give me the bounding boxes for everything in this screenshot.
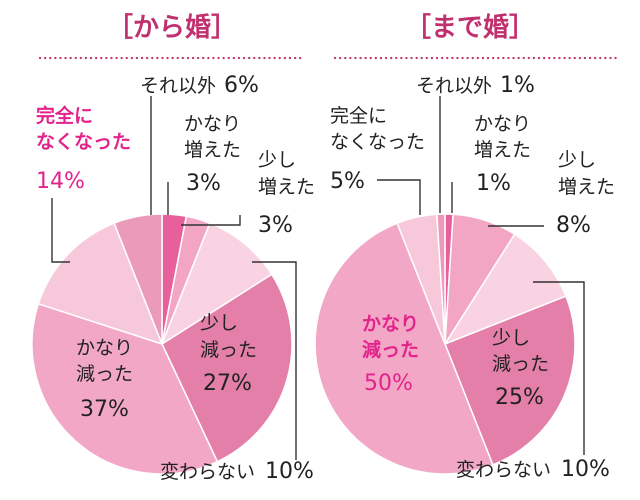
left-label-big-down-line2: 減った xyxy=(76,363,133,385)
right-label-big-down-line1: かなり xyxy=(362,313,419,335)
right-leader-same xyxy=(533,281,585,455)
right-label-small-up-pct: 8% xyxy=(556,213,591,238)
right-label-same: 変わらない 10% xyxy=(456,457,610,482)
left-leader-small-up xyxy=(181,215,241,226)
left-label-gone-line1: 完全に xyxy=(36,104,93,127)
right-label-small-down-pct: 25% xyxy=(495,385,544,410)
right-label-big-up-line1: かなり xyxy=(474,113,531,135)
left-label-other: それ以外 6% xyxy=(140,73,259,98)
left-pie-slice-6 xyxy=(113,213,163,345)
left-label-big-down-line1: かなり xyxy=(76,337,133,359)
left-label-small-up-pct: 3% xyxy=(258,213,293,238)
left-label-small-down-line1: 少し xyxy=(200,312,238,334)
right-label-big-down-line2: 減った xyxy=(362,338,419,361)
left-label-big-up-line1: かなり xyxy=(184,113,241,135)
right-label-small-up-line2: 増えた xyxy=(558,176,615,198)
left-pie-slice-4 xyxy=(31,302,219,475)
left-label-small-down-line2: 減った xyxy=(200,339,257,361)
right-pie xyxy=(314,213,576,475)
left-leader-same xyxy=(252,261,297,460)
right-pie-slice-6 xyxy=(436,213,446,345)
right-label-small-down-line1: 少し xyxy=(492,327,530,349)
right-chart-title: ［まで婚］ xyxy=(405,13,535,43)
left-chart-title: ［から婚］ xyxy=(107,13,237,43)
left-label-same: 変わらない 10% xyxy=(160,459,314,484)
left-pie xyxy=(31,213,293,475)
left-label-big-down-pct: 37% xyxy=(80,397,129,422)
right-label-big-up-line2: 増えた xyxy=(474,139,531,161)
left-pie-slice-5 xyxy=(37,222,164,346)
left-leader-gone xyxy=(51,198,70,263)
left-label-small-up-line1: 少し xyxy=(258,149,296,171)
left-pie-slice-3 xyxy=(161,273,293,463)
right-label-small-down-line2: 減った xyxy=(492,353,549,375)
right-pie-slice-2 xyxy=(443,233,567,346)
right-label-big-up-pct: 1% xyxy=(476,171,511,196)
right-label-gone-line1: 完全に xyxy=(330,105,387,127)
left-label-small-down-pct: 27% xyxy=(203,371,252,396)
right-label-small-up-line1: 少し xyxy=(558,149,596,171)
left-label-big-up-line2: 増えた xyxy=(184,139,241,161)
left-pie-slice-2 xyxy=(160,222,273,346)
right-label-other: それ以外 1% xyxy=(416,73,535,98)
right-label-big-down-pct: 50% xyxy=(364,371,413,396)
left-label-gone-pct: 14% xyxy=(36,169,85,194)
right-label-gone-pct: 5% xyxy=(330,169,365,194)
left-label-gone-line2: なくなった xyxy=(36,131,131,153)
left-label-small-up-line2: 増えた xyxy=(258,176,315,198)
right-pie-slice-4 xyxy=(314,222,494,475)
right-leader-gone xyxy=(377,179,421,215)
right-label-gone-line2: なくなった xyxy=(330,131,425,153)
left-label-big-up-pct: 3% xyxy=(186,171,221,196)
right-pie-slice-3 xyxy=(444,295,576,466)
